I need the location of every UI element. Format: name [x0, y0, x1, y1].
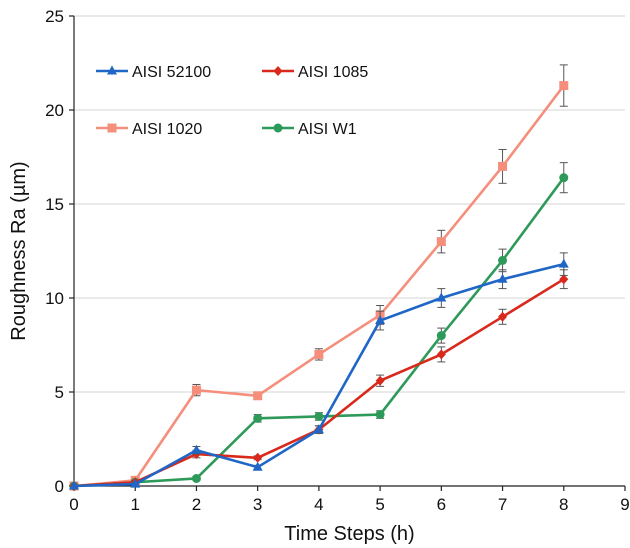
data-series	[69, 64, 569, 491]
legend-marker	[107, 123, 117, 133]
x-tick-label: 7	[498, 495, 507, 514]
legend-label: AISI W1	[298, 121, 357, 138]
legend-item: AISI W1	[262, 121, 357, 138]
data-point	[253, 413, 263, 423]
x-tick-label: 6	[437, 495, 446, 514]
legend-marker	[107, 65, 117, 75]
series-aisi-52100	[69, 252, 569, 490]
data-point	[313, 424, 324, 434]
x-tick-label: 4	[314, 495, 323, 514]
series-line	[73, 278, 565, 488]
data-point	[191, 444, 202, 454]
axes	[73, 16, 625, 487]
legend-label: AISI 1085	[298, 64, 368, 81]
x-tick-label: 8	[559, 495, 568, 514]
data-point	[498, 311, 508, 322]
x-tick-label: 0	[69, 495, 78, 514]
data-point	[191, 473, 201, 483]
data-point	[252, 461, 263, 471]
series-aisi-w1	[69, 162, 569, 491]
x-tick-label: 9	[620, 495, 629, 514]
data-point	[253, 391, 263, 401]
y-tick-label: 0	[55, 477, 64, 496]
data-point	[69, 480, 79, 490]
x-tick-labels: 0 1 2 3 4 5 6 7 8 9	[69, 486, 630, 514]
data-point	[558, 258, 569, 268]
data-point	[436, 292, 447, 302]
y-tick-label: 25	[45, 7, 64, 26]
data-point	[253, 452, 263, 463]
y-tick-label: 15	[45, 195, 64, 214]
data-point	[497, 273, 508, 283]
series-aisi-1085	[69, 269, 569, 491]
y-tick-labels: 0 5 10 15 20 25	[45, 7, 74, 496]
legend-label: AISI 1020	[132, 121, 202, 138]
legend: AISI 52100 AISI 1085 AISI 1020 AISI W1	[96, 64, 368, 138]
data-point	[559, 274, 569, 285]
data-point	[375, 410, 385, 420]
data-point	[191, 385, 201, 395]
legend-item: AISI 1085	[262, 64, 368, 81]
series-line	[73, 262, 565, 488]
data-point	[314, 349, 324, 359]
data-point	[436, 349, 446, 360]
y-tick-label: 5	[55, 383, 64, 402]
legend-label: AISI 52100	[132, 64, 211, 81]
data-point	[375, 375, 385, 386]
legend-marker	[273, 123, 283, 133]
x-tick-label: 2	[192, 495, 201, 514]
legend-item: AISI 1020	[96, 121, 202, 138]
x-tick-label: 5	[375, 495, 384, 514]
data-point	[130, 478, 141, 488]
y-tick-label: 20	[45, 101, 64, 120]
data-point	[375, 315, 386, 325]
y-axis-title: Roughness Ra (µm)	[8, 161, 30, 340]
x-tick-label: 1	[130, 495, 139, 514]
legend-marker	[273, 66, 283, 76]
x-axis-title: Time Steps (h)	[284, 523, 414, 545]
data-point	[559, 81, 569, 91]
data-point	[559, 173, 569, 183]
y-tick-label: 10	[45, 289, 64, 308]
data-point	[314, 411, 324, 421]
data-point	[436, 237, 446, 247]
data-point	[498, 255, 508, 265]
data-point	[436, 331, 446, 341]
legend-item: AISI 52100	[96, 64, 211, 81]
x-tick-label: 3	[253, 495, 262, 514]
data-point	[498, 161, 508, 171]
series-line	[73, 176, 565, 488]
